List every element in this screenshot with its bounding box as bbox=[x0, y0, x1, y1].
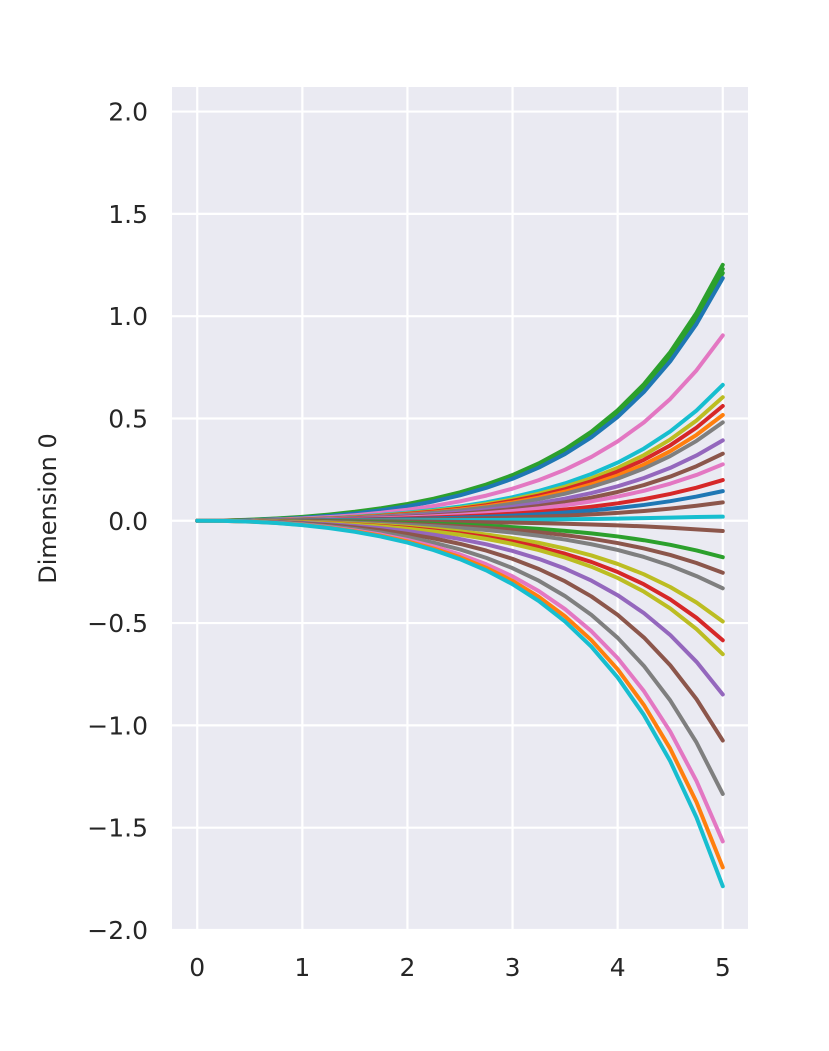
y-tick-label: −1.5 bbox=[87, 814, 148, 843]
series-line-30 bbox=[195, 518, 725, 889]
x-tick-label: 2 bbox=[399, 953, 415, 982]
x-tick-label: 4 bbox=[610, 953, 626, 982]
y-tick-label: 1.5 bbox=[108, 200, 148, 229]
series-lines bbox=[195, 262, 725, 889]
y-axis-label: Dimension 0 bbox=[34, 433, 62, 583]
y-tick-label: 0.0 bbox=[108, 507, 148, 536]
y-tick-label: −2.0 bbox=[87, 916, 148, 945]
x-tick-label: 1 bbox=[294, 953, 310, 982]
x-tick-labels: 0 1 2 3 4 5 bbox=[189, 953, 730, 982]
y-tick-labels: −2.0 −1.5 −1.0 −0.5 0.0 0.5 1.0 1.5 2.0 bbox=[87, 98, 148, 945]
y-tick-label: 2.0 bbox=[108, 98, 148, 127]
x-tick-label: 0 bbox=[189, 953, 205, 982]
y-tick-label: −0.5 bbox=[87, 609, 148, 638]
x-tick-label: 5 bbox=[715, 953, 731, 982]
y-tick-label: 1.0 bbox=[108, 302, 148, 331]
y-tick-label: 0.5 bbox=[108, 404, 148, 433]
y-tick-label: −1.0 bbox=[87, 711, 148, 740]
x-tick-label: 3 bbox=[505, 953, 521, 982]
